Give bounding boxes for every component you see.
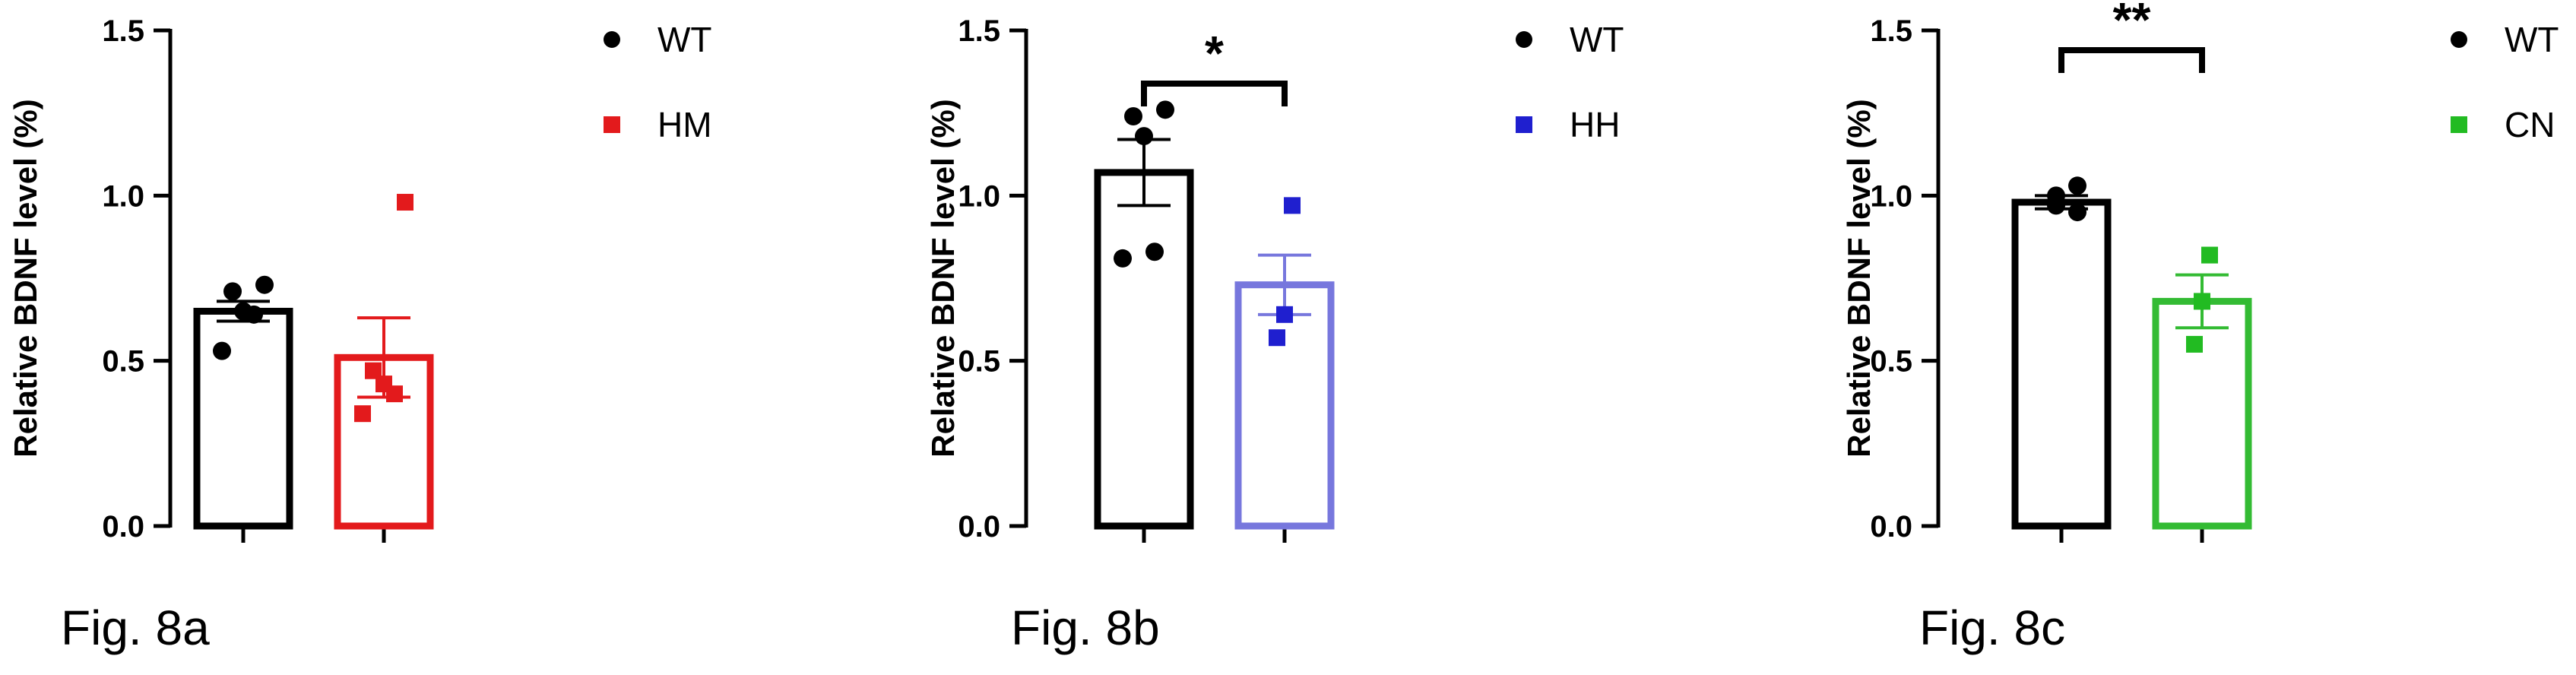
legend-label-wt: WT	[657, 20, 712, 59]
data-point-wt	[1135, 127, 1153, 146]
data-point-cn	[2194, 293, 2210, 310]
y-axis-title: Relative BDNF level (%)	[1841, 99, 1877, 457]
y-tick-label: 1.0	[102, 179, 144, 213]
data-point-wt	[213, 341, 231, 360]
figure-caption: Fig. 8c	[1919, 601, 2065, 655]
chart-panel-2: 0.0 0.5 1.0 1.5 Relative BDNF level (%) ** WT C…	[1841, 0, 2559, 655]
data-point-wt	[2047, 196, 2065, 215]
bar-cn	[2152, 297, 2252, 530]
legend-label-hm: HM	[657, 105, 712, 144]
data-point-hm	[397, 194, 413, 211]
significance-label: *	[1205, 26, 1224, 81]
y-axis-title: Relative BDNF level (%)	[925, 99, 961, 457]
y-tick-label: 0.0	[102, 510, 144, 543]
legend-label-cn: CN	[2505, 105, 2555, 144]
data-point-wt	[223, 282, 242, 301]
figure-caption: Fig. 8a	[61, 601, 210, 655]
data-point-hh	[1284, 197, 1301, 214]
significance-label: **	[2113, 0, 2151, 47]
data-point-hm	[354, 405, 371, 423]
legend-marker-wt	[2451, 31, 2467, 48]
y-tick-label: 0.0	[1870, 510, 1912, 543]
legend-marker-hm	[604, 116, 620, 133]
y-tick-label: 0.5	[958, 345, 1000, 379]
data-point-hh	[1276, 306, 1293, 323]
y-tick-label: 1.0	[1870, 179, 1912, 213]
figure-caption: Fig. 8b	[1011, 601, 1160, 655]
data-point-cn	[2201, 246, 2218, 264]
legend-marker-wt	[604, 31, 620, 48]
legend-label-wt: WT	[1570, 20, 1624, 59]
legend-marker-hh	[1516, 116, 1532, 133]
data-point-wt	[1156, 100, 1174, 119]
bar-wt	[193, 307, 293, 530]
data-point-wt	[2068, 176, 2086, 195]
data-point-hm	[365, 362, 382, 379]
data-point-hm	[386, 385, 403, 403]
y-axis-title: Relative BDNF level (%)	[8, 99, 43, 457]
data-point-hh	[1269, 329, 1285, 347]
data-point-wt	[255, 275, 274, 294]
y-tick-label: 1.5	[958, 14, 1000, 48]
significance-bracket	[2058, 47, 2205, 74]
data-point-wt	[245, 305, 263, 324]
legend-marker-cn	[2451, 116, 2467, 133]
chart-panel-0: 0.0 0.5 1.0 1.5 Relative BDNF level (%) WT HM F…	[8, 14, 712, 655]
y-tick-label: 0.5	[102, 345, 144, 379]
data-point-wt	[1145, 242, 1164, 261]
legend-label-wt: WT	[2505, 20, 2559, 59]
significance-bracket	[1141, 81, 1288, 106]
legend-marker-wt	[1516, 31, 1532, 48]
y-tick-label: 1.5	[1870, 14, 1912, 48]
y-tick-label: 0.0	[958, 510, 1000, 543]
legend-label-hh: HH	[1570, 105, 1620, 144]
y-tick-label: 1.5	[102, 14, 144, 48]
y-tick-label: 1.0	[958, 179, 1000, 213]
data-point-wt	[1114, 249, 1132, 268]
data-point-wt	[1124, 107, 1142, 126]
data-point-wt	[2068, 203, 2086, 222]
bar-wt	[2011, 198, 2112, 530]
bar-wt	[1094, 169, 1194, 530]
y-tick-label: 0.5	[1870, 345, 1912, 379]
chart-panel-1: 0.0 0.5 1.0 1.5 Relative BDNF level (%) * WT HH…	[925, 14, 1624, 655]
data-point-cn	[2186, 335, 2203, 353]
